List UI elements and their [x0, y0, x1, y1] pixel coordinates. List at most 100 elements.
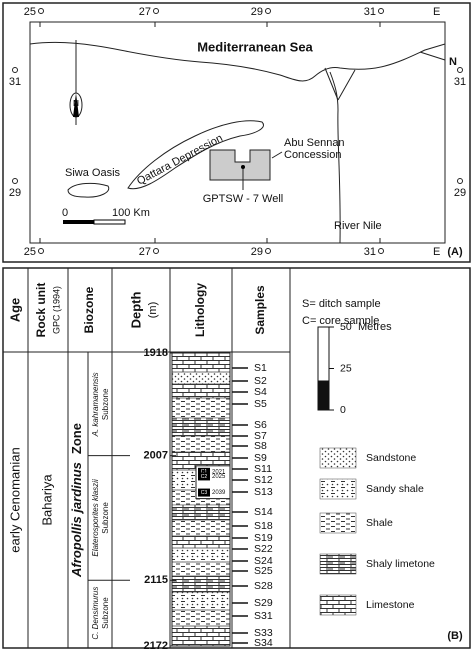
lithology-band	[171, 435, 231, 453]
legend-note: S= ditch sample	[302, 298, 381, 310]
core-name: C1	[201, 469, 208, 475]
river-label: River Nile	[334, 220, 382, 232]
sample-label: S2	[254, 375, 267, 387]
sample-label: S8	[254, 440, 267, 452]
qattara-depression	[127, 120, 264, 190]
header: GPC (1994)	[51, 286, 61, 334]
sample-label: S14	[254, 506, 273, 518]
longitude-label: 25	[24, 246, 36, 258]
core	[198, 467, 210, 476]
concession-area	[209, 149, 271, 181]
header: Lithology	[193, 283, 207, 337]
lithology-band	[171, 609, 231, 627]
sample-label: S12	[254, 474, 273, 486]
degree-mark	[153, 8, 159, 14]
lithology-band	[171, 575, 231, 593]
sea-label: Mediterranean Sea	[197, 39, 313, 54]
degree-mark	[457, 67, 463, 73]
sample-label: S11	[254, 463, 272, 475]
longitude-label: 25	[24, 6, 36, 18]
legend-label: Limestone	[366, 599, 415, 611]
panel-b-border	[2, 267, 471, 649]
subzone-name: C. Densimurus	[91, 587, 100, 640]
concession-pointer	[271, 151, 283, 159]
degree-mark	[378, 8, 384, 14]
degree-mark	[12, 178, 18, 184]
coastline	[29, 41, 446, 82]
subzone-word: Subzone	[101, 388, 110, 420]
latitude-label: 29	[9, 187, 21, 199]
concession-label: Concession	[284, 149, 341, 161]
sample-label: S34	[254, 637, 273, 649]
degree-mark	[265, 8, 271, 14]
lithology-band	[171, 547, 231, 563]
east-label: E	[433, 6, 440, 18]
lithology-band	[171, 417, 231, 437]
lithology-band	[171, 352, 231, 373]
lithology-band	[171, 504, 231, 521]
legend-swatch	[319, 594, 357, 616]
header: (m)	[147, 302, 159, 319]
degree-mark	[457, 178, 463, 184]
longitude-label: 29	[251, 6, 263, 18]
panel-a-border	[2, 2, 471, 263]
zone-name: Afropollis jardinus	[69, 462, 84, 578]
header: Biozone	[82, 286, 96, 333]
longitude-label: 31	[364, 246, 376, 258]
map-frame	[29, 21, 446, 244]
header: Samples	[253, 285, 267, 335]
legend-swatch	[319, 553, 357, 575]
north-arrow-label: N	[73, 99, 79, 108]
sample-label: S29	[254, 597, 273, 609]
sample-label: S28	[254, 580, 273, 592]
north-label: N	[449, 56, 457, 68]
degree-mark	[38, 8, 44, 14]
core	[198, 472, 210, 481]
river-nile	[329, 71, 341, 244]
longitude-label: 29	[251, 246, 263, 258]
sample-label: S33	[254, 627, 273, 639]
lithology-band	[171, 371, 231, 385]
sample-label: S18	[254, 520, 273, 532]
depth-label: 2115	[144, 574, 168, 586]
sample-label: S22	[254, 543, 273, 555]
subzone-word: Subzone	[101, 597, 110, 629]
legend-label: Shaly limetone	[366, 558, 435, 570]
age: early Cenomanian	[7, 447, 22, 553]
well-label: GPTSW - 7 Well	[203, 193, 283, 205]
nile-delta	[324, 67, 356, 101]
legend-label: Sandy shale	[366, 483, 424, 495]
depth-label: 2172	[144, 640, 168, 652]
subzone-name: Elaterosporites klaszii	[91, 479, 100, 557]
sample-label: S19	[254, 532, 273, 544]
legend-note: C= core sample	[302, 315, 379, 327]
scale-label: 0	[62, 207, 68, 219]
siwa-label: Siwa Oasis	[65, 167, 121, 179]
degree-mark	[378, 248, 384, 254]
scale-bar	[93, 219, 126, 225]
core-depth: 2039	[212, 490, 226, 496]
longitude-label: 27	[139, 6, 151, 18]
lithology-band	[171, 519, 231, 537]
scale-black	[318, 380, 329, 410]
lithology-band	[171, 383, 231, 399]
core-depth: 2025	[212, 474, 226, 480]
lithology-band	[171, 561, 231, 577]
sample-label: S7	[254, 430, 267, 442]
lithology-band	[171, 535, 231, 549]
latitude-label: 31	[9, 76, 21, 88]
lithology-outline	[171, 352, 231, 647]
latitude-label: 29	[454, 187, 466, 199]
depth-label: 2007	[144, 450, 168, 462]
sample-label: S24	[254, 555, 273, 567]
sample-label: S1	[254, 362, 267, 374]
scale-bar	[63, 220, 94, 224]
panel-label: (A)	[447, 246, 463, 258]
longitude-label: 31	[364, 6, 376, 18]
coastline-sinai	[419, 51, 446, 61]
core-depth: 2021	[212, 469, 226, 475]
rock-unit: Bahariya	[39, 474, 54, 526]
core-name: C2	[201, 474, 208, 480]
header: Age	[7, 298, 22, 323]
